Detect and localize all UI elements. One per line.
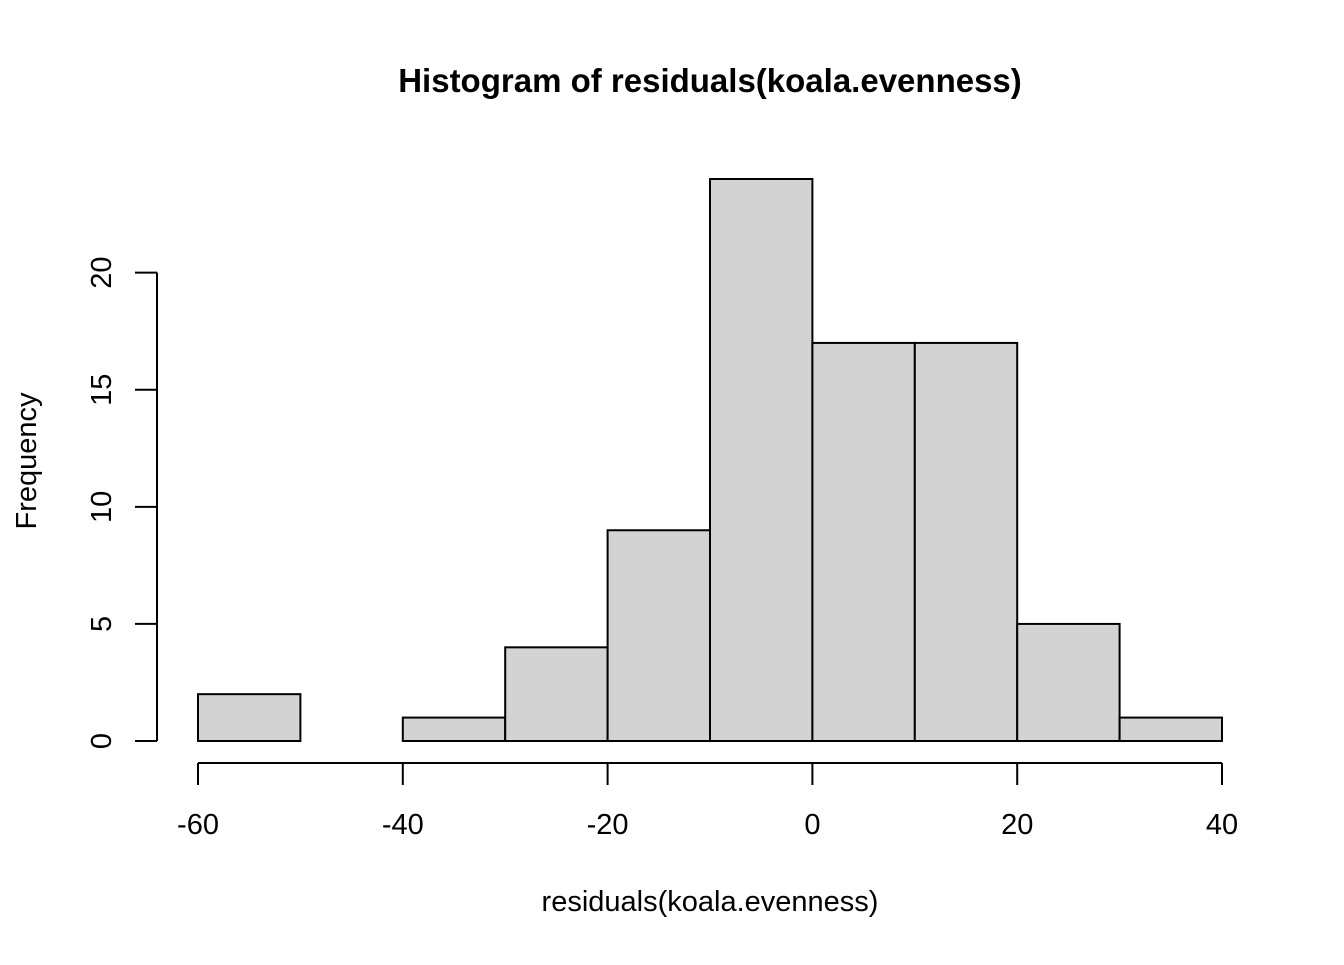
x-tick-label: -60 [177, 809, 219, 841]
x-axis: -60 -40 -20 0 20 40 [177, 762, 1238, 841]
y-axis-label: Frequency [11, 392, 43, 530]
y-tick-label: 0 [86, 733, 118, 749]
x-tick-label: 20 [1001, 809, 1033, 841]
histogram-bar [1118, 716, 1223, 742]
histogram-bar [504, 646, 609, 742]
histogram-bar [1016, 622, 1121, 743]
x-tick-label: 40 [1206, 809, 1238, 841]
histogram-bar [811, 341, 916, 742]
y-tick-label: 20 [86, 257, 118, 289]
y-tick-label: 15 [86, 374, 118, 406]
histogram-bar [709, 178, 814, 742]
y-axis: 0 5 10 15 20 [86, 257, 158, 749]
x-tick-label: 0 [804, 809, 820, 841]
x-axis-label: residuals(koala.evenness) [542, 886, 879, 918]
histogram-bar [197, 693, 302, 743]
histogram-bar [401, 716, 507, 742]
x-tick-label: -20 [587, 809, 629, 841]
histogram-bar [913, 341, 1019, 742]
chart-title: Histogram of residuals(koala.evenness) [398, 62, 1022, 99]
y-tick-label: 5 [86, 616, 118, 632]
bars-layer [197, 178, 1223, 743]
x-tick-label: -40 [382, 809, 424, 841]
histogram-bar [606, 529, 711, 742]
y-tick-label: 10 [86, 491, 118, 523]
